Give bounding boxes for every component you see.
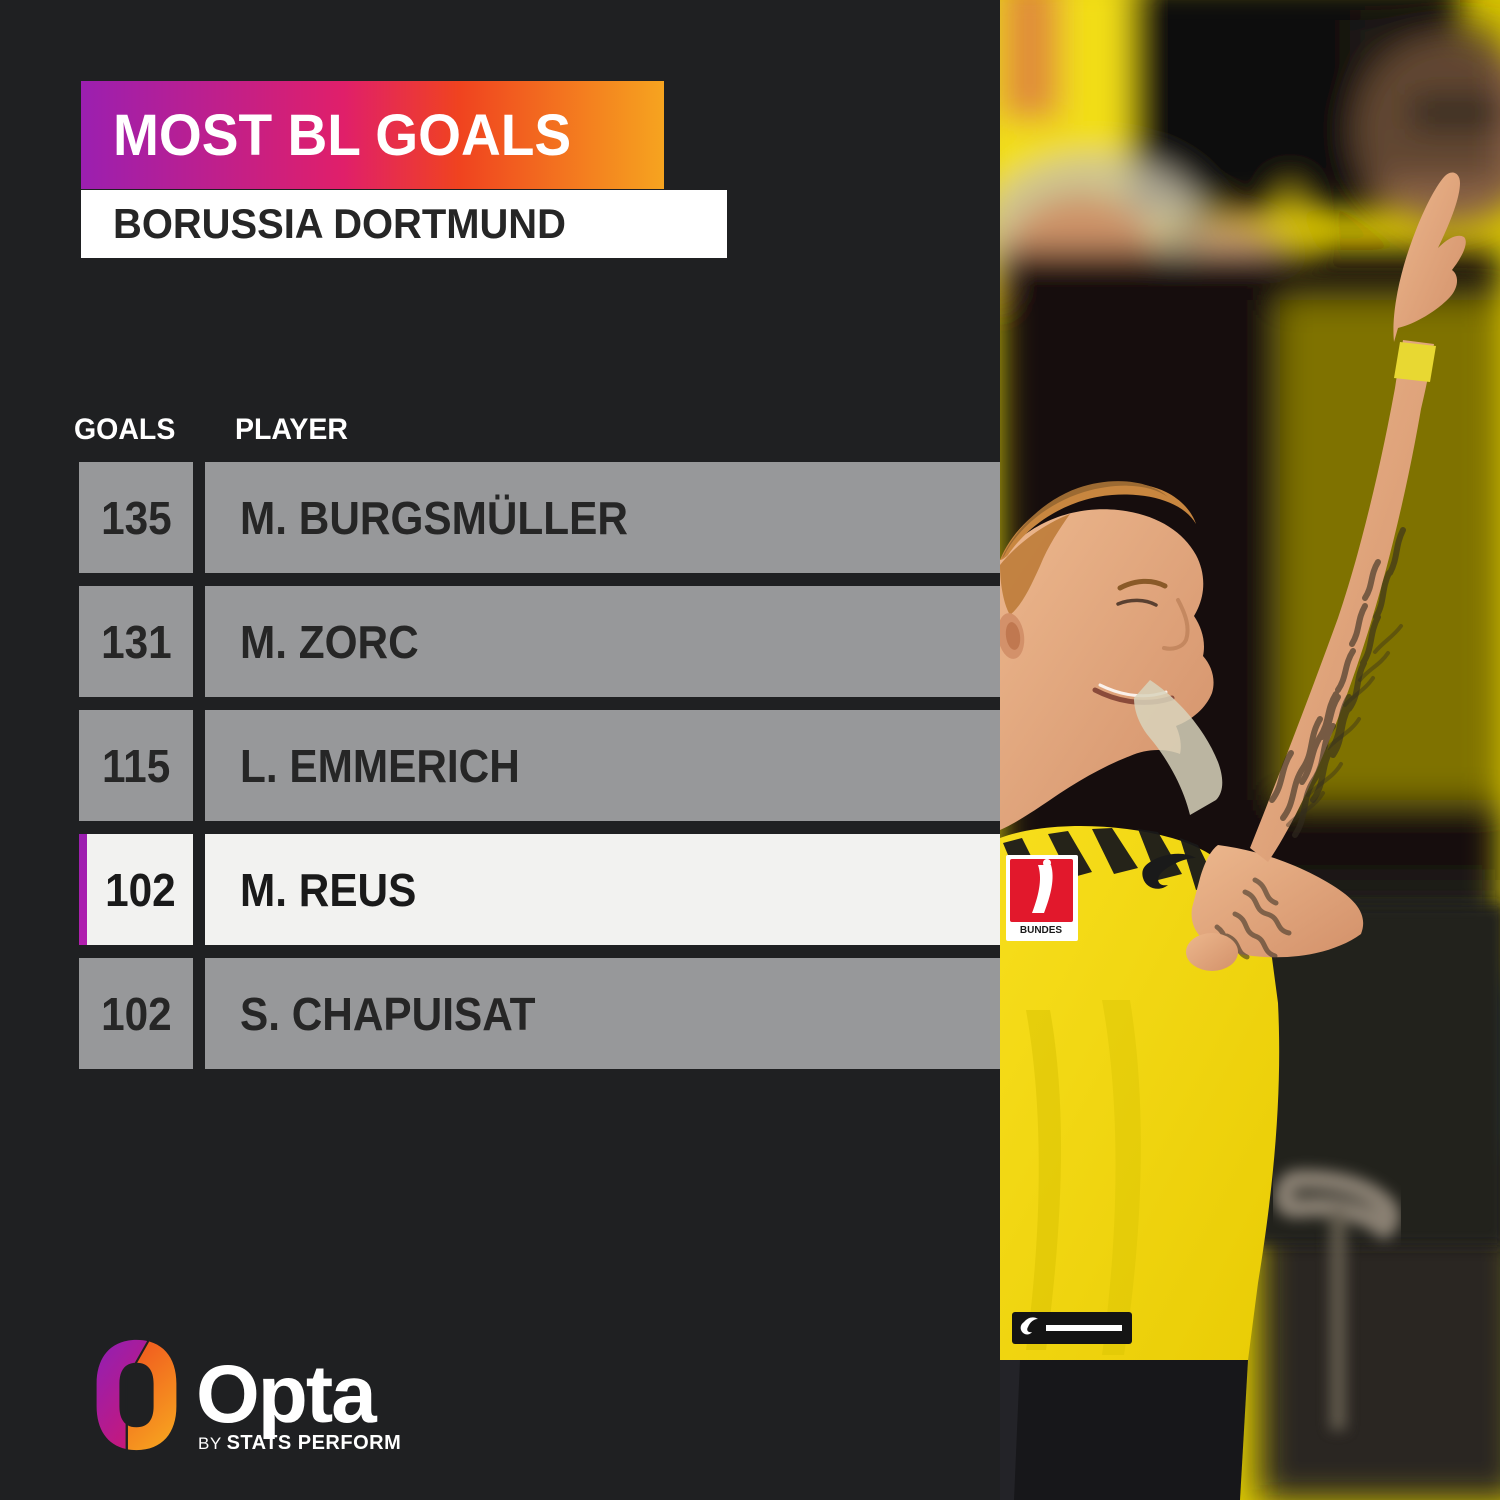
svg-text:BUNDES: BUNDES (1020, 925, 1063, 936)
